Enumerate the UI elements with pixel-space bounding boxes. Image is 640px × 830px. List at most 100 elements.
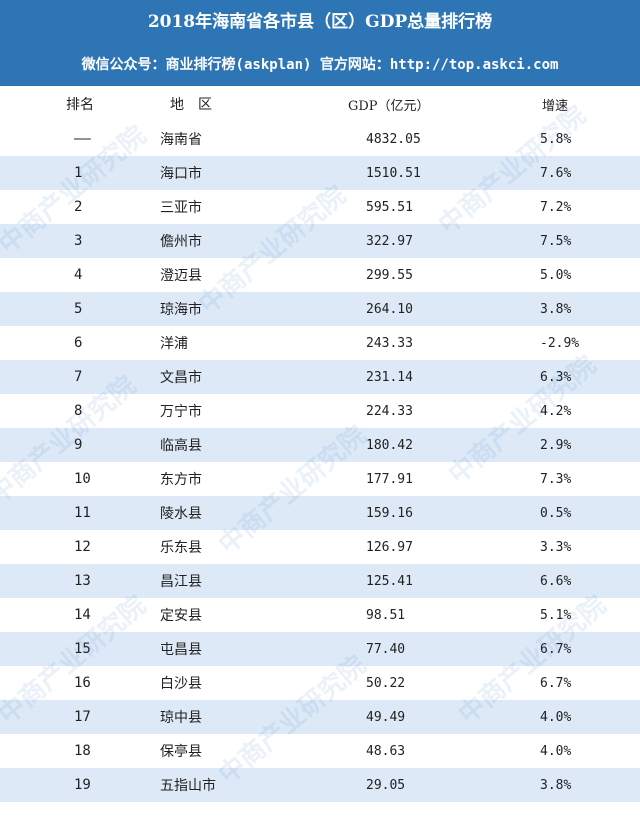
cell-region: 海南省 [160,122,270,156]
cell-gdp: 48.63 [270,734,510,768]
cell-region: 定安县 [160,598,270,632]
cell-growth: 3.3% [510,530,640,564]
header-region: 地 区 [170,97,212,113]
header-growth: 增速 [542,98,569,114]
cell-rank: 13 [0,564,160,598]
cell-rank: 6 [0,326,160,360]
cell-growth: 4.0% [510,700,640,734]
table-row: 1 海口市 1510.51 7.6% [0,156,640,190]
header-banner: 2018年海南省各市县（区）GDP总量排行榜 微信公众号：商业排行榜(askpl… [0,0,640,86]
table-row: 2 三亚市 595.51 7.2% [0,190,640,224]
cell-region: 屯昌县 [160,632,270,666]
cell-rank: 17 [0,700,160,734]
header-rank: 排名 [66,97,94,113]
table-row: 13 昌江县 125.41 6.6% [0,564,640,598]
cell-gdp: 231.14 [270,360,510,394]
table-row: 7 文昌市 231.14 6.3% [0,360,640,394]
cell-gdp: 1510.51 [270,156,510,190]
table-row: 15 屯昌县 77.40 6.7% [0,632,640,666]
cell-gdp: 180.42 [270,428,510,462]
cell-gdp: 322.97 [270,224,510,258]
cell-gdp: 50.22 [270,666,510,700]
table-row: 14 定安县 98.51 5.1% [0,598,640,632]
cell-region: 临高县 [160,428,270,462]
table-row: 10 东方市 177.91 7.3% [0,462,640,496]
cell-rank: 3 [0,224,160,258]
table-row: 4 澄迈县 299.55 5.0% [0,258,640,292]
cell-rank: 8 [0,394,160,428]
cell-rank: 5 [0,292,160,326]
cell-region: 三亚市 [160,190,270,224]
cell-growth: 0.5% [510,496,640,530]
cell-gdp: 224.33 [270,394,510,428]
table-row: 18 保亭县 48.63 4.0% [0,734,640,768]
cell-growth: 6.3% [510,360,640,394]
page-title: 2018年海南省各市县（区）GDP总量排行榜 [147,12,493,32]
cell-region: 东方市 [160,462,270,496]
cell-rank: 15 [0,632,160,666]
cell-gdp: 49.49 [270,700,510,734]
table-row: 9 临高县 180.42 2.9% [0,428,640,462]
cell-region: 澄迈县 [160,258,270,292]
cell-region: 海口市 [160,156,270,190]
cell-rank: 7 [0,360,160,394]
table-body: —— 海南省 4832.05 5.8% 1 海口市 1510.51 7.6% 2 三亚市 595.5… [0,122,640,802]
header-row: 排名 地 区 GDP（亿元） 增速 [0,86,640,122]
cell-rank: 14 [0,598,160,632]
cell-region: 五指山市 [160,768,270,802]
gdp-ranking-table: 排名 地 区 GDP（亿元） 增速 —— 海南省 4832.05 5.8% 1 海口市 15… [0,86,640,802]
cell-gdp: 243.33 [270,326,510,360]
cell-gdp: 126.97 [270,530,510,564]
cell-growth: 5.8% [510,122,640,156]
cell-growth: 4.0% [510,734,640,768]
table-row: —— 海南省 4832.05 5.8% [0,122,640,156]
cell-growth: 6.7% [510,632,640,666]
cell-growth: 7.3% [510,462,640,496]
cell-growth: 7.5% [510,224,640,258]
cell-growth: 3.8% [510,292,640,326]
table-row: 6 洋浦 243.33 -2.9% [0,326,640,360]
table-row: 12 乐东县 126.97 3.3% [0,530,640,564]
cell-growth: 6.7% [510,666,640,700]
cell-region: 昌江县 [160,564,270,598]
cell-gdp: 29.05 [270,768,510,802]
cell-growth: 5.1% [510,598,640,632]
table-header: 排名 地 区 GDP（亿元） 增速 [0,86,640,122]
cell-rank: —— [0,122,160,156]
table-row: 3 儋州市 322.97 7.5% [0,224,640,258]
cell-gdp: 98.51 [270,598,510,632]
cell-rank: 19 [0,768,160,802]
cell-rank: 1 [0,156,160,190]
cell-rank: 4 [0,258,160,292]
cell-rank: 18 [0,734,160,768]
table-row: 5 琼海市 264.10 3.8% [0,292,640,326]
cell-gdp: 159.16 [270,496,510,530]
header-gdp: GDP（亿元） [348,98,430,114]
cell-region: 白沙县 [160,666,270,700]
cell-growth: 5.0% [510,258,640,292]
cell-growth: 4.2% [510,394,640,428]
cell-growth: 6.6% [510,564,640,598]
cell-gdp: 595.51 [270,190,510,224]
cell-region: 琼中县 [160,700,270,734]
cell-gdp: 264.10 [270,292,510,326]
cell-rank: 9 [0,428,160,462]
table-row: 17 琼中县 49.49 4.0% [0,700,640,734]
cell-growth: 7.2% [510,190,640,224]
cell-growth: 7.6% [510,156,640,190]
cell-region: 保亭县 [160,734,270,768]
cell-gdp: 77.40 [270,632,510,666]
cell-region: 儋州市 [160,224,270,258]
table-row: 16 白沙县 50.22 6.7% [0,666,640,700]
cell-gdp: 125.41 [270,564,510,598]
cell-region: 洋浦 [160,326,270,360]
cell-region: 琼海市 [160,292,270,326]
table-row: 8 万宁市 224.33 4.2% [0,394,640,428]
cell-rank: 16 [0,666,160,700]
cell-rank: 12 [0,530,160,564]
cell-rank: 10 [0,462,160,496]
cell-growth: 2.9% [510,428,640,462]
cell-gdp: 177.91 [270,462,510,496]
cell-gdp: 4832.05 [270,122,510,156]
cell-rank: 11 [0,496,160,530]
